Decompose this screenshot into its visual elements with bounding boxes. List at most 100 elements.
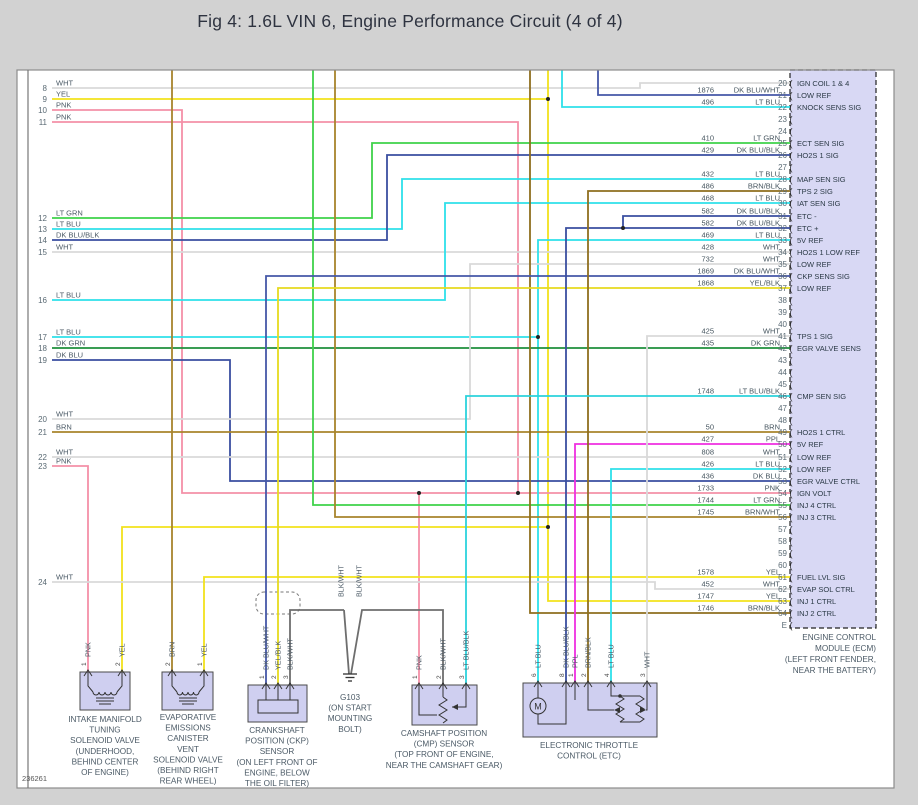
pin-number-rotated: 2 bbox=[581, 673, 588, 677]
ecm-pin-bracket: ( bbox=[790, 489, 793, 499]
ecm-pin-number: 55 bbox=[778, 501, 787, 510]
wire-etc6-to-ecm33-ltblu bbox=[537, 239, 790, 683]
left-pin-number: 24 bbox=[38, 578, 47, 587]
figure-title: Fig 4: 1.6L VIN 6, Engine Performance Ci… bbox=[197, 11, 623, 31]
ecm-pin-number: 28 bbox=[778, 175, 787, 184]
ecm-signal-label: KNOCK SENS SIG bbox=[797, 103, 861, 112]
ecm-pin-bracket: ( bbox=[790, 368, 793, 378]
ecm-pin-number: 59 bbox=[778, 549, 787, 558]
pin-arrow-icon bbox=[533, 680, 543, 688]
ecm-pin-bracket: ( bbox=[790, 597, 793, 607]
ecm-pin-bracket: ( bbox=[790, 609, 793, 619]
pin-color-label-rotated: WHT bbox=[643, 651, 652, 668]
ecm-pin-bracket: ( bbox=[790, 380, 793, 390]
ecm-pin-bracket: ( bbox=[790, 236, 793, 246]
component-caption-line: CRANKSHAFT bbox=[249, 726, 305, 735]
ecm-pin-number: 64 bbox=[778, 609, 787, 618]
ecm-pin-bracket: ( bbox=[790, 308, 793, 318]
wire-number-label: 1745 bbox=[697, 508, 714, 517]
ecm-signal-label: CMP SEN SIG bbox=[797, 392, 846, 401]
wire-number-label: 427 bbox=[701, 435, 714, 444]
component-caption-line: BEHIND CENTER bbox=[72, 757, 139, 766]
left-pin-color-label: WHT bbox=[56, 448, 73, 457]
ecm-signal-label: LOW REF bbox=[797, 453, 832, 462]
ecm-pin-number: 61 bbox=[778, 573, 787, 582]
pin-number-rotated: 2 bbox=[436, 675, 443, 679]
ecm-pin-bracket: ( bbox=[790, 175, 793, 185]
ecm-pin-number: 43 bbox=[778, 356, 787, 365]
etc-lead bbox=[587, 683, 614, 711]
wire-number-label: 1733 bbox=[697, 484, 714, 493]
component-caption-line: CANISTER bbox=[167, 734, 208, 743]
ecm-pin-number: E bbox=[782, 621, 787, 630]
ecm-pin-bracket: ( bbox=[790, 501, 793, 511]
left-pin-color-label: WHT bbox=[56, 79, 73, 88]
wire-number-label: 1869 bbox=[697, 267, 714, 276]
wire-pin20-to-ecm35-wht bbox=[52, 263, 790, 420]
component-evap-canister-vent-solenoid-valve bbox=[161, 669, 214, 711]
pin-number-rotated: 1 bbox=[412, 675, 419, 679]
left-pin-number: 21 bbox=[38, 428, 47, 437]
ecm-pin-number: 52 bbox=[778, 465, 787, 474]
wire-ckp3-to-g103-blkwht bbox=[289, 609, 344, 685]
left-pin-number: 11 bbox=[39, 118, 48, 127]
ecm-pin-bracket: ( bbox=[790, 525, 793, 535]
pin-arrow-icon bbox=[438, 682, 448, 690]
wire-color-label: LT GRN bbox=[753, 496, 780, 505]
resistor-icon bbox=[615, 695, 625, 723]
ecm-pin-number: 58 bbox=[778, 537, 787, 546]
component-caption-line: ELECTRONIC THROTTLE bbox=[540, 741, 639, 750]
coil-lead bbox=[87, 672, 94, 693]
wire-number-label: 436 bbox=[701, 472, 714, 481]
component-caption-line: NEAR THE CAMSHAFT GEAR) bbox=[386, 761, 503, 770]
wire-pin12-to-ecm25-ltgrn bbox=[52, 142, 790, 219]
ecm-pin-bracket: ( bbox=[790, 127, 793, 137]
ecm-signal-label: LOW REF bbox=[797, 260, 832, 269]
wire-color-label: BRN/WHT bbox=[745, 508, 780, 517]
ecm-signal-label: HO2S 1 SIG bbox=[797, 151, 839, 160]
ecm-signal-label: 5V REF bbox=[797, 236, 824, 245]
etc-lead bbox=[610, 683, 640, 697]
left-pin-number: 15 bbox=[38, 248, 47, 257]
wire-pin16-to-ecm30-ltblu bbox=[52, 202, 790, 301]
component-caption-line: (BEHIND RIGHT bbox=[157, 766, 218, 775]
wire-color-label: LT BLU/BLK bbox=[739, 387, 780, 396]
wire-color-label: DK BLU/WHT bbox=[734, 267, 781, 276]
pin-color-label-rotated: BLK/WHT bbox=[337, 564, 346, 597]
left-pin-number: 14 bbox=[38, 236, 47, 245]
wire-pin8-to-ecm20-wht bbox=[52, 82, 790, 89]
pin-arrow-icon bbox=[261, 682, 271, 690]
pin-color-label-rotated: YEL/BLK bbox=[274, 641, 283, 670]
wire-color-label: LT BLU bbox=[755, 460, 780, 469]
ecm-pin-number: 42 bbox=[778, 344, 787, 353]
ecm-pin-bracket: ( bbox=[790, 392, 793, 402]
wire-color-label: BRN/BLK bbox=[748, 604, 780, 613]
ecm-pin-bracket: ( bbox=[790, 320, 793, 330]
component-caption-line: CAMSHAFT POSITION bbox=[401, 729, 487, 738]
pin-number-rotated: 2 bbox=[115, 662, 122, 666]
component-caption-line: SENSOR bbox=[260, 747, 295, 756]
ecm-pin-bracket: ( bbox=[790, 224, 793, 234]
ecm-signal-label: HO2S 1 LOW REF bbox=[797, 248, 860, 257]
ecm-pin-number: 63 bbox=[778, 597, 787, 606]
ecm-pin-number: 49 bbox=[778, 428, 787, 437]
pin-color-label-rotated: DK BLU/BLK bbox=[562, 626, 571, 668]
component-caption-line: MOUNTING bbox=[328, 714, 373, 723]
component-caption-line: CONTROL (ETC) bbox=[557, 752, 621, 761]
component-electronic-throttle-control bbox=[522, 680, 658, 738]
wire-color-label: YEL/BLK bbox=[750, 279, 780, 288]
sensor-element bbox=[257, 699, 299, 714]
wire-number-label: 410 bbox=[701, 134, 714, 143]
left-pin-number: 18 bbox=[38, 344, 47, 353]
ecm-signal-label: IGN COIL 1 & 4 bbox=[797, 79, 849, 88]
wire-pin13-to-ecm28-ltblu bbox=[52, 178, 790, 230]
pin-color-label-rotated: LT BLU/BLK bbox=[462, 631, 471, 670]
left-pin-color-label: WHT bbox=[56, 410, 73, 419]
pot-lead bbox=[418, 685, 437, 716]
ecm-pin-number: 57 bbox=[778, 525, 787, 534]
wire-evap1-to-ecm61-yel bbox=[203, 576, 790, 672]
ecm-pin-number: 22 bbox=[778, 103, 787, 112]
wire-color-label: PNK bbox=[765, 484, 780, 493]
component-caption-line: TUNING bbox=[89, 726, 120, 735]
